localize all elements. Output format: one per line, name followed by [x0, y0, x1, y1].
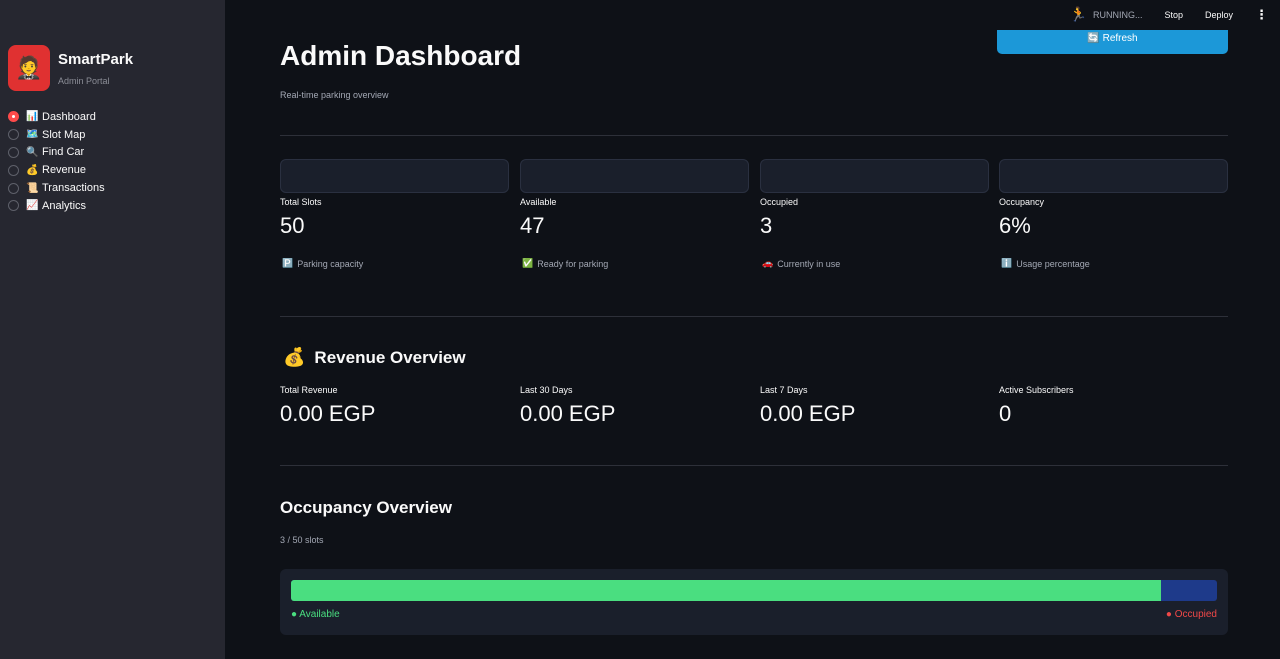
- legend-available: ● Available: [291, 609, 340, 620]
- radio-icon[interactable]: [8, 129, 19, 141]
- brand-subtitle: Admin Portal: [58, 75, 110, 86]
- money-bag-icon: 💰: [283, 347, 306, 367]
- legend-occupied: ● Occupied: [1165, 609, 1217, 620]
- radio-icon[interactable]: [8, 164, 19, 176]
- bar-chart-icon: 📊: [26, 111, 39, 123]
- nav-item-revenue[interactable]: 💰 Revenue: [8, 161, 105, 179]
- brand-logo-icon: 🤵: [8, 45, 50, 91]
- stop-button[interactable]: Stop: [1164, 9, 1183, 20]
- metric-label-available: Available: [520, 197, 557, 207]
- occupancy-section-title: Occupancy Overview: [280, 498, 452, 517]
- metric-note-text: Usage percentage: [1016, 258, 1090, 269]
- metric-note-text: Ready for parking: [537, 258, 609, 269]
- radio-icon[interactable]: [8, 182, 19, 194]
- nav-item-label: Slot Map: [42, 128, 86, 141]
- revenue-section-title: 💰 Revenue Overview: [283, 347, 466, 368]
- revenue-label-subscribers: Active Subscribers: [999, 385, 1074, 395]
- check-icon: ✅: [522, 258, 534, 268]
- metric-note-total-slots: 🅿️ Parking capacity: [282, 258, 363, 269]
- metric-note-available: ✅ Ready for parking: [522, 258, 608, 269]
- occupancy-progress-bar: [291, 580, 1217, 601]
- revenue-label-7-days: Last 7 Days: [760, 385, 808, 395]
- nav-item-label: Dashboard: [42, 110, 96, 123]
- radio-icon[interactable]: [8, 200, 19, 212]
- metric-note-occupancy: ℹ️ Usage percentage: [1001, 258, 1090, 269]
- nav-item-label: Analytics: [42, 199, 87, 212]
- occupancy-panel: ● Available ● Occupied: [280, 569, 1228, 635]
- page-title: Admin Dashboard: [280, 40, 522, 71]
- deploy-button[interactable]: Deploy: [1204, 9, 1233, 20]
- nav-radio-group: 📊 Dashboard 🗺️ Slot Map 🔍 Find Car 💰 Rev…: [8, 108, 105, 215]
- section-title-text: Revenue Overview: [314, 347, 466, 367]
- metric-value-occupied: 3: [760, 213, 773, 238]
- sidebar: 🤵 SmartPark Admin Portal 📊 Dashboard 🗺️ …: [0, 0, 225, 659]
- car-icon: 🚗: [762, 258, 774, 268]
- scroll-icon: 📜: [26, 182, 39, 194]
- metric-note-text: Currently in use: [777, 258, 841, 269]
- nav-item-find-car[interactable]: 🔍 Find Car: [8, 144, 105, 162]
- metric-card-bg: [999, 159, 1228, 193]
- metric-value-occupancy: 6%: [999, 213, 1031, 238]
- line-chart-icon: 📈: [26, 200, 39, 212]
- metric-card-bg: [760, 159, 989, 193]
- map-icon: 🗺️: [26, 129, 39, 141]
- metric-note-text: Parking capacity: [297, 258, 364, 269]
- revenue-value-subscribers: 0: [999, 401, 1012, 426]
- occupancy-available-fill: [291, 580, 1162, 601]
- revenue-label-30-days: Last 30 Days: [520, 385, 573, 395]
- divider: [280, 135, 1228, 136]
- nav-item-dashboard[interactable]: 📊 Dashboard: [8, 108, 105, 126]
- running-text: RUNNING...: [1092, 9, 1143, 20]
- parking-icon: 🅿️: [282, 258, 294, 268]
- page-subtitle: Real-time parking overview: [280, 90, 389, 100]
- radio-checked-icon[interactable]: [8, 111, 19, 123]
- metric-label-occupied: Occupied: [760, 197, 799, 207]
- metric-label-occupancy: Occupancy: [999, 197, 1045, 207]
- kebab-menu-icon[interactable]: ⋮: [1255, 6, 1268, 22]
- refresh-button[interactable]: 🔄 Refresh: [997, 30, 1228, 54]
- money-bag-icon: 💰: [26, 164, 39, 176]
- revenue-value-7-days: 0.00 EGP: [760, 401, 856, 426]
- revenue-label-total: Total Revenue: [280, 385, 338, 395]
- nav-item-analytics[interactable]: 📈 Analytics: [8, 197, 105, 215]
- occupancy-slots-text: 3 / 50 slots: [280, 535, 324, 545]
- metric-note-occupied: 🚗 Currently in use: [762, 258, 840, 269]
- divider: [280, 316, 1228, 317]
- nav-item-transactions[interactable]: 📜 Transactions: [8, 179, 105, 197]
- radio-icon[interactable]: [8, 146, 19, 158]
- brand-title: SmartPark: [58, 50, 134, 68]
- metric-card-bg: [280, 159, 509, 193]
- nav-item-label: Find Car: [42, 146, 85, 159]
- nav-item-label: Revenue: [42, 164, 87, 177]
- nav-item-slot-map[interactable]: 🗺️ Slot Map: [8, 126, 105, 144]
- info-icon: ℹ️: [1001, 258, 1013, 268]
- metric-value-available: 47: [520, 213, 545, 238]
- metric-label-total-slots: Total Slots: [280, 197, 322, 207]
- toolbar: 🏃 RUNNING... Stop Deploy ⋮: [1070, 6, 1268, 23]
- running-man-icon: 🏃: [1069, 6, 1087, 22]
- metric-card-bg: [520, 159, 749, 193]
- divider: [280, 465, 1228, 466]
- metric-value-total-slots: 50: [280, 213, 305, 238]
- search-icon: 🔍: [26, 146, 39, 158]
- running-status: 🏃 RUNNING...: [1070, 6, 1143, 23]
- brand: 🤵 SmartPark Admin Portal: [8, 45, 133, 91]
- revenue-value-30-days: 0.00 EGP: [520, 401, 616, 426]
- nav-item-label: Transactions: [42, 182, 105, 195]
- revenue-value-total: 0.00 EGP: [280, 401, 376, 426]
